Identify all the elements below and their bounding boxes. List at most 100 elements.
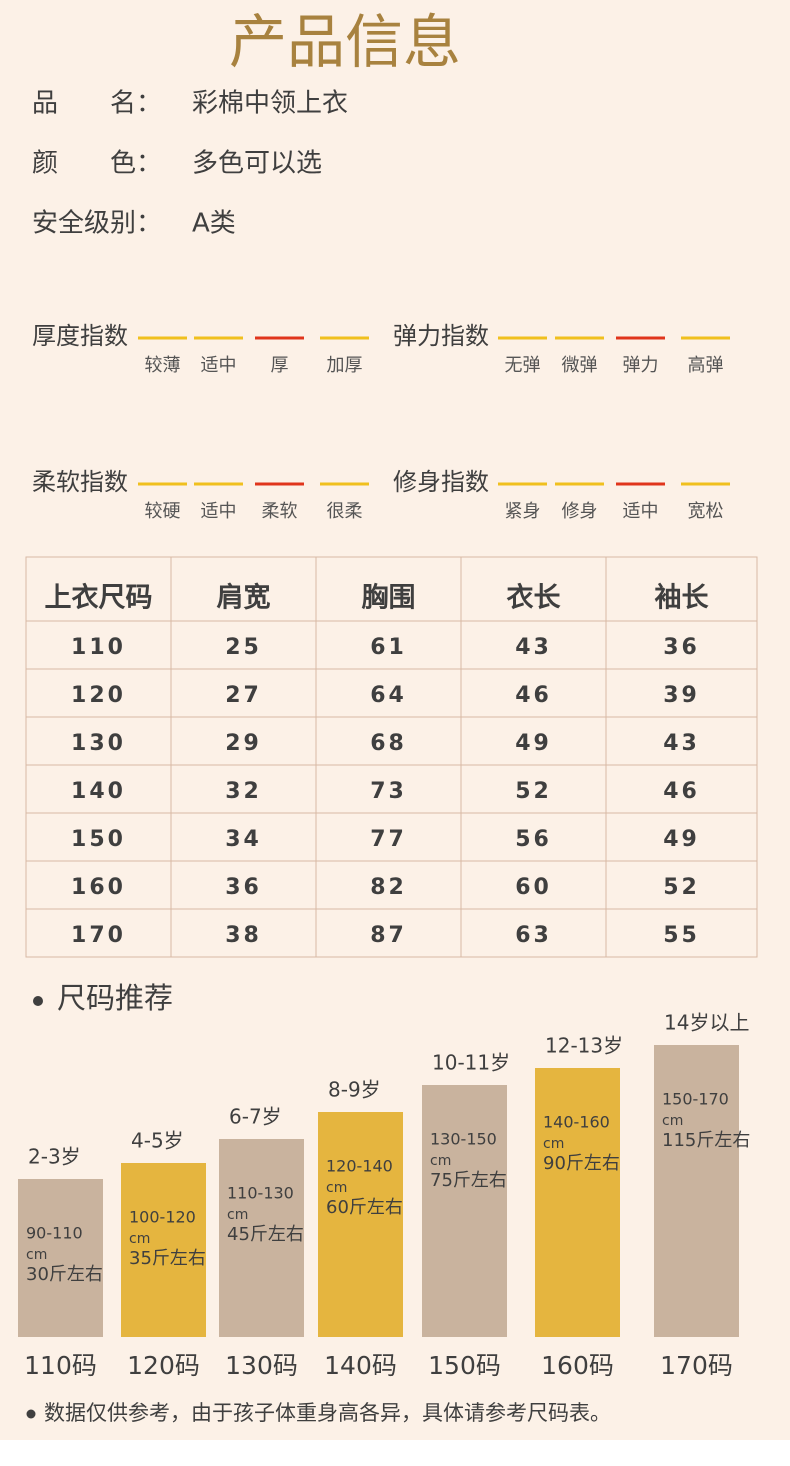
height-range: 110-130 — [227, 1184, 294, 1203]
weight-label: 115斤左右 — [662, 1130, 750, 1151]
table-cell: 60 — [515, 875, 552, 900]
table-cell: 39 — [663, 683, 700, 708]
index-option: 宽松 — [688, 501, 724, 522]
table-cell: 36 — [225, 875, 262, 900]
table-cell: 56 — [515, 827, 552, 852]
index-option: 高弹 — [688, 355, 724, 376]
index-line — [138, 482, 187, 486]
weight-label: 90斤左右 — [543, 1153, 620, 1174]
table-cell: 61 — [370, 635, 407, 660]
index-line — [555, 482, 604, 486]
bottom-strip — [0, 1440, 790, 1466]
index-line — [194, 336, 243, 340]
footnote: 数据仅供参考，由于孩子体重身高各异，具体请参考尺码表。 — [44, 1401, 611, 1425]
height-range: 120-140 — [326, 1157, 393, 1176]
height-range: 100-120 — [129, 1208, 196, 1227]
index-line — [616, 482, 665, 486]
index-line — [194, 482, 243, 486]
index-line — [681, 482, 730, 486]
index-line — [498, 482, 547, 486]
size-label: 110码 — [24, 1351, 97, 1380]
height-range: 130-150 — [430, 1130, 497, 1149]
size-label: 140码 — [324, 1351, 397, 1380]
table-cell: 43 — [663, 731, 700, 756]
index-option: 适中 — [201, 501, 237, 522]
section-title: 尺码推荐 — [57, 981, 173, 1015]
table-header: 胸围 — [362, 583, 416, 614]
table-cell: 46 — [663, 779, 700, 804]
index-option: 很柔 — [327, 501, 363, 522]
size-label: 150码 — [428, 1351, 501, 1380]
table-cell: 52 — [663, 875, 700, 900]
age-label: 6-7岁 — [229, 1105, 282, 1129]
index-option: 适中 — [623, 501, 659, 522]
table-header: 上衣尺码 — [45, 582, 153, 614]
table-cell: 27 — [225, 683, 262, 708]
table-cell: 36 — [663, 635, 700, 660]
index-option: 无弹 — [505, 355, 541, 376]
table-cell: 34 — [225, 827, 262, 852]
index-title: 修身指数 — [393, 468, 489, 496]
table-cell: 52 — [515, 779, 552, 804]
table-header: 袖长 — [655, 583, 710, 614]
table-cell: 170 — [71, 923, 126, 948]
index-option: 适中 — [201, 355, 237, 376]
size-label: 160码 — [541, 1351, 614, 1380]
table-cell: 150 — [71, 827, 126, 852]
age-label: 14岁以上 — [664, 1011, 749, 1035]
table-cell: 110 — [71, 635, 126, 660]
height-unit: cm — [326, 1180, 347, 1196]
table-cell: 49 — [663, 827, 700, 852]
size-label: 130码 — [225, 1351, 298, 1380]
table-cell: 25 — [225, 635, 262, 660]
height-range: 150-170 — [662, 1090, 729, 1109]
table-header: 衣长 — [507, 582, 562, 614]
table-cell: 87 — [370, 923, 407, 948]
index-option: 加厚 — [327, 355, 363, 376]
table-cell: 73 — [370, 779, 407, 804]
index-line — [138, 336, 187, 340]
table-cell: 64 — [370, 683, 407, 708]
index-option: 紧身 — [505, 501, 541, 522]
table-cell: 160 — [71, 875, 126, 900]
table-cell: 43 — [515, 635, 552, 660]
info-label: 安全级别： — [32, 209, 162, 239]
info-value: 多色可以选 — [192, 149, 322, 179]
index-option: 较薄 — [145, 355, 181, 376]
height-unit: cm — [26, 1247, 47, 1263]
index-line — [320, 336, 369, 340]
weight-label: 30斤左右 — [26, 1264, 103, 1285]
table-cell: 32 — [225, 779, 262, 804]
index-line — [498, 336, 547, 340]
info-value: 彩棉中领上衣 — [192, 89, 348, 119]
height-range: 90-110 — [26, 1224, 83, 1243]
table-cell: 46 — [515, 683, 552, 708]
table-cell: 63 — [515, 923, 552, 948]
table-cell: 68 — [370, 731, 407, 756]
height-range: 140-160 — [543, 1113, 610, 1132]
table-cell: 77 — [370, 827, 407, 852]
bullet — [33, 996, 43, 1006]
index-option: 微弹 — [562, 355, 598, 376]
height-unit: cm — [662, 1113, 683, 1129]
weight-label: 35斤左右 — [129, 1248, 206, 1269]
index-line — [255, 336, 304, 340]
table-cell: 29 — [225, 731, 262, 756]
table-cell: 130 — [71, 731, 126, 756]
index-line — [616, 336, 665, 340]
index-line — [555, 336, 604, 340]
table-header: 肩宽 — [217, 582, 271, 614]
info-label: 颜 色： — [32, 149, 162, 179]
index-option: 弹力 — [623, 355, 659, 376]
index-option: 柔软 — [262, 501, 298, 522]
index-title: 弹力指数 — [393, 322, 489, 350]
size-bar — [654, 1045, 739, 1337]
weight-label: 60斤左右 — [326, 1197, 403, 1218]
index-title: 厚度指数 — [32, 322, 128, 350]
index-option: 较硬 — [145, 501, 181, 522]
table-cell: 120 — [71, 683, 126, 708]
index-option: 修身 — [562, 501, 598, 522]
table-cell: 38 — [225, 923, 262, 948]
